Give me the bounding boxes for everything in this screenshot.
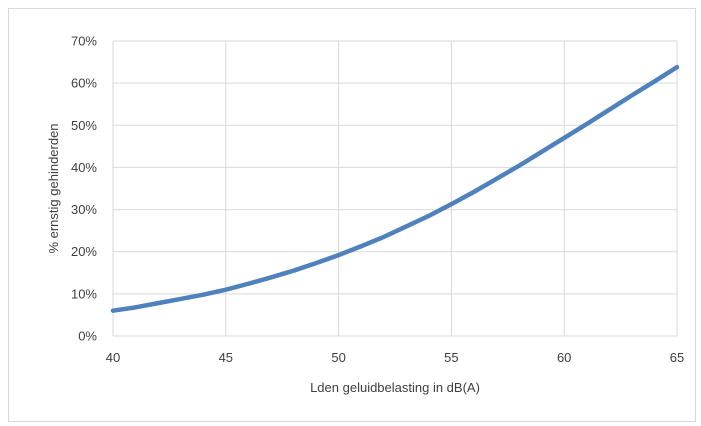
x-tick-label: 65: [670, 350, 684, 365]
chart-frame: [8, 8, 696, 422]
y-tick-label: 70%: [71, 34, 97, 49]
y-tick-labels: 0% 10% 20% 30% 40% 50% 60% 70%: [71, 34, 97, 344]
x-tick-label: 55: [444, 350, 458, 365]
x-tick-labels: 40 45 50 55 60 65: [106, 350, 684, 365]
x-tick-label: 60: [557, 350, 571, 365]
x-axis-title: Lden geluidbelasting in dB(A): [310, 380, 480, 395]
y-tick-label: 30%: [71, 202, 97, 217]
y-tick-label: 50%: [71, 118, 97, 133]
y-tick-label: 10%: [71, 286, 97, 301]
y-tick-label: 0%: [78, 329, 97, 344]
x-tick-label: 50: [331, 350, 345, 365]
x-tick-label: 45: [219, 350, 233, 365]
series-group: [110, 64, 680, 313]
y-axis-title: % ernstig gehinderden: [46, 123, 61, 253]
series-line: [110, 64, 680, 313]
grid-lines: [112, 40, 678, 337]
x-tick-label: 40: [106, 350, 120, 365]
y-tick-label: 40%: [71, 160, 97, 175]
y-tick-label: 20%: [71, 244, 97, 259]
y-tick-label: 60%: [71, 76, 97, 91]
